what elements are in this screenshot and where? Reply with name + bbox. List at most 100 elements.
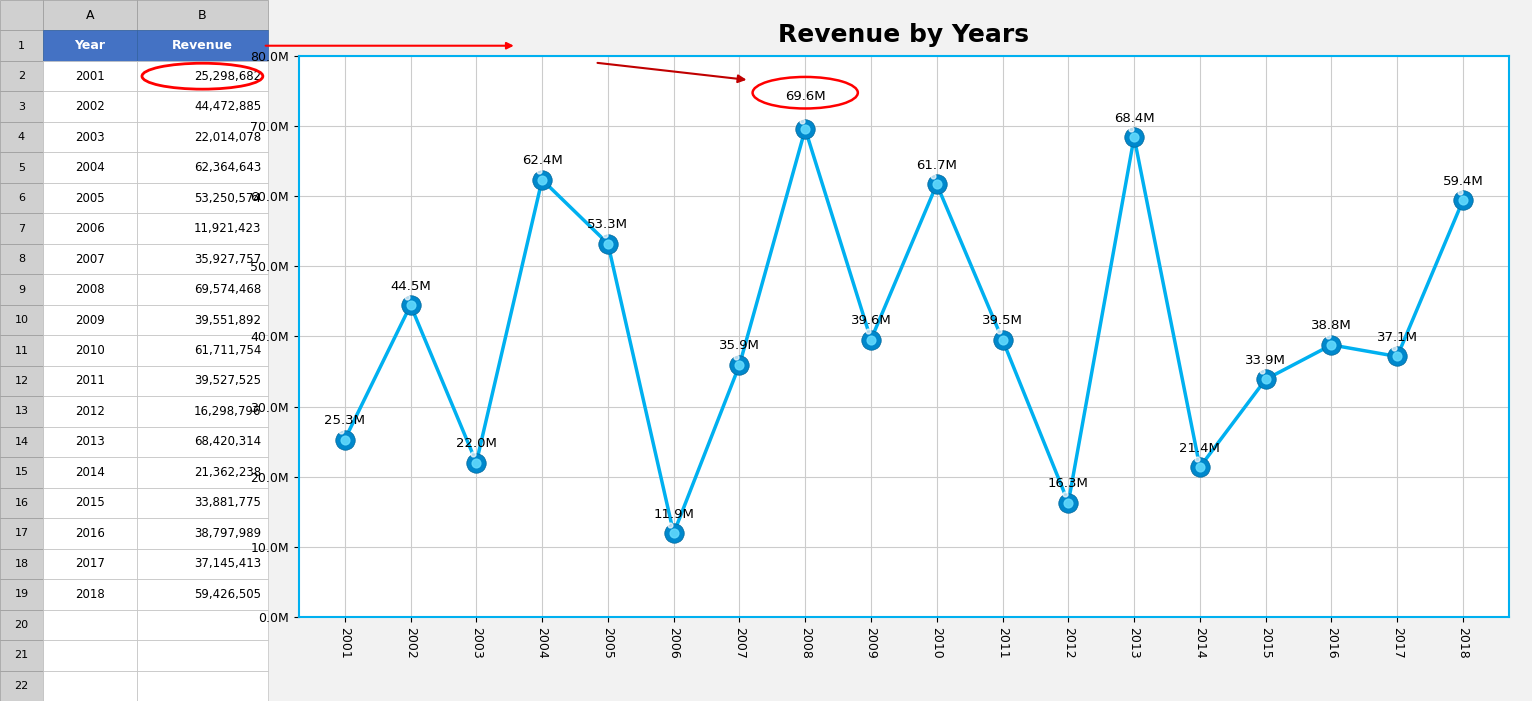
- Text: 2012: 2012: [75, 405, 104, 418]
- Bar: [43, 427, 136, 457]
- Bar: [0, 244, 43, 274]
- Text: 2011: 2011: [75, 374, 104, 388]
- Text: 68.4M: 68.4M: [1114, 111, 1155, 125]
- Bar: [43, 640, 136, 671]
- Bar: [0, 610, 43, 640]
- Bar: [43, 335, 136, 366]
- Text: A: A: [86, 8, 93, 22]
- Bar: [43, 0, 136, 30]
- Text: 39,551,892: 39,551,892: [195, 313, 262, 327]
- Text: 3: 3: [18, 102, 25, 111]
- Bar: [0, 91, 43, 122]
- Text: Year: Year: [75, 39, 106, 52]
- Bar: [0, 518, 43, 549]
- Bar: [0, 671, 43, 701]
- Text: 16: 16: [14, 498, 29, 508]
- Text: 21,362,238: 21,362,238: [195, 466, 262, 479]
- Bar: [0, 396, 43, 427]
- Text: 21: 21: [14, 651, 29, 660]
- Text: 59.4M: 59.4M: [1443, 175, 1483, 188]
- Text: 68,420,314: 68,420,314: [195, 435, 262, 449]
- Bar: [0, 366, 43, 396]
- Text: 39.5M: 39.5M: [982, 314, 1023, 327]
- Text: 33,881,775: 33,881,775: [195, 496, 262, 510]
- Bar: [0, 335, 43, 366]
- Text: 15: 15: [14, 468, 29, 477]
- Text: 37.1M: 37.1M: [1377, 331, 1417, 344]
- Text: 37,145,413: 37,145,413: [195, 557, 262, 571]
- Bar: [0, 152, 43, 183]
- Bar: [136, 396, 268, 427]
- Bar: [43, 61, 136, 91]
- Bar: [136, 61, 268, 91]
- Text: 20: 20: [14, 620, 29, 629]
- Bar: [43, 244, 136, 274]
- Bar: [43, 305, 136, 335]
- Text: 22: 22: [14, 681, 29, 690]
- Bar: [0, 183, 43, 213]
- Bar: [43, 91, 136, 122]
- Text: 35,927,757: 35,927,757: [195, 252, 262, 266]
- Bar: [0, 488, 43, 518]
- Text: 62.4M: 62.4M: [522, 154, 562, 167]
- Bar: [0, 640, 43, 671]
- Text: 9: 9: [18, 285, 25, 294]
- Text: 2006: 2006: [75, 222, 104, 235]
- Text: 12: 12: [14, 376, 29, 386]
- Text: 33.9M: 33.9M: [1246, 354, 1285, 367]
- Text: 22,014,078: 22,014,078: [195, 130, 262, 144]
- Bar: [136, 610, 268, 640]
- Text: B: B: [198, 8, 207, 22]
- Bar: [0, 427, 43, 457]
- Text: 2015: 2015: [75, 496, 104, 510]
- Text: Revenue: Revenue: [172, 39, 233, 52]
- Text: 38,797,989: 38,797,989: [195, 527, 262, 540]
- Bar: [0, 122, 43, 152]
- Text: 17: 17: [14, 529, 29, 538]
- Bar: [43, 274, 136, 305]
- Bar: [136, 457, 268, 488]
- Text: 39.6M: 39.6M: [850, 314, 892, 327]
- Bar: [43, 518, 136, 549]
- Text: 2004: 2004: [75, 161, 104, 174]
- Text: 44.5M: 44.5M: [391, 280, 430, 292]
- Text: 11: 11: [14, 346, 29, 355]
- Bar: [136, 30, 268, 61]
- Bar: [0, 30, 43, 61]
- Bar: [0, 274, 43, 305]
- Bar: [0, 549, 43, 579]
- Text: 14: 14: [14, 437, 29, 447]
- Text: 8: 8: [18, 254, 25, 264]
- Text: 39,527,525: 39,527,525: [195, 374, 262, 388]
- Bar: [43, 457, 136, 488]
- Text: 61,711,754: 61,711,754: [195, 344, 262, 357]
- Bar: [136, 640, 268, 671]
- Bar: [0, 0, 43, 30]
- Text: 69,574,468: 69,574,468: [195, 283, 262, 296]
- Bar: [136, 244, 268, 274]
- Bar: [136, 488, 268, 518]
- Text: 4: 4: [18, 132, 25, 142]
- Text: 2009: 2009: [75, 313, 104, 327]
- Bar: [0, 61, 43, 91]
- Bar: [136, 305, 268, 335]
- Bar: [136, 0, 268, 30]
- Bar: [0, 579, 43, 610]
- Text: 44,472,885: 44,472,885: [195, 100, 262, 113]
- Text: 11.9M: 11.9M: [653, 508, 694, 521]
- Bar: [136, 183, 268, 213]
- Bar: [43, 30, 136, 61]
- Text: 22.0M: 22.0M: [457, 437, 496, 450]
- Bar: [43, 610, 136, 640]
- Text: 59,426,505: 59,426,505: [195, 588, 262, 601]
- Bar: [43, 152, 136, 183]
- Text: 62,364,643: 62,364,643: [195, 161, 262, 174]
- Text: 53,250,574: 53,250,574: [195, 191, 262, 205]
- Text: 7: 7: [18, 224, 25, 233]
- Bar: [43, 122, 136, 152]
- Text: 2005: 2005: [75, 191, 104, 205]
- Bar: [43, 396, 136, 427]
- Bar: [136, 152, 268, 183]
- Text: 2001: 2001: [75, 69, 104, 83]
- Bar: [136, 549, 268, 579]
